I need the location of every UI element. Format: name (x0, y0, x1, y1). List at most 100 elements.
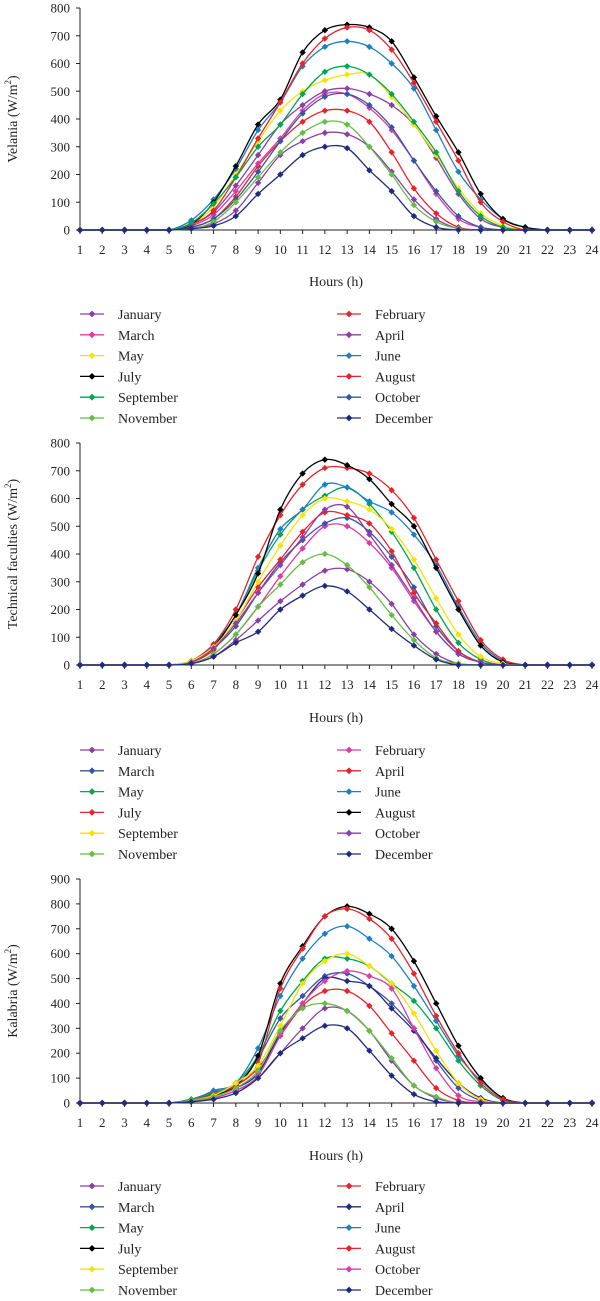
kalabria-chart-panel: 0 100 200 300 400 500 600 700 800 900 1 2 3 4 5 6 7 8 9 10 1… (0, 871, 600, 1301)
data-point-august (299, 470, 306, 477)
legend-item-september: September (80, 391, 178, 406)
data-point-february (343, 987, 351, 995)
legend-label: June (375, 350, 401, 365)
data-point-december (499, 661, 507, 669)
series-line-july (79, 465, 592, 666)
data-point-february (432, 210, 440, 217)
x-tick-label: 8 (233, 1115, 240, 1130)
data-point-september (477, 212, 484, 220)
legend-label: June (375, 786, 401, 801)
x-tick-label: 7 (210, 242, 217, 257)
data-point-september (410, 118, 418, 125)
x-tick-label: 8 (233, 677, 240, 692)
legend-item-september: September (80, 827, 178, 842)
legend-marker (345, 373, 353, 380)
data-point-june (343, 484, 351, 491)
series-line-november (79, 120, 592, 231)
series-line-november (79, 1002, 592, 1104)
series-line-january (79, 567, 592, 666)
legend-label: January (118, 1180, 162, 1195)
y-tick-label: 100 (51, 195, 71, 210)
legend-label: October (375, 391, 420, 406)
data-point-november (432, 218, 440, 225)
data-point-september (254, 578, 262, 585)
legend-marker (345, 414, 353, 422)
data-point-june (254, 564, 262, 572)
series-line-march (79, 516, 592, 666)
series-january (76, 1005, 596, 1107)
data-point-august (432, 118, 440, 125)
data-point-december (121, 1099, 128, 1107)
series-july (76, 903, 596, 1107)
data-point-october (455, 212, 462, 220)
legend-marker (345, 393, 353, 401)
y-tick-label: 400 (51, 112, 71, 127)
y-tick-label: 900 (51, 872, 71, 887)
legend-label: August (375, 1242, 416, 1257)
series-line-december (79, 585, 592, 666)
x-tick-label: 12 (318, 677, 331, 692)
series-line-march (79, 91, 592, 231)
series-june (76, 923, 596, 1107)
legend-label: December (375, 1284, 433, 1299)
data-point-august (277, 506, 284, 513)
data-point-june (388, 60, 395, 67)
data-point-october (410, 157, 418, 164)
data-point-october (299, 110, 306, 117)
y-tick-label: 600 (51, 946, 71, 961)
legend-marker (88, 373, 96, 380)
x-tick-label: 10 (274, 677, 287, 692)
x-tick-label: 3 (121, 1115, 128, 1130)
data-point-august (321, 456, 329, 463)
x-tick-label: 6 (188, 677, 195, 692)
legend-label: December (375, 848, 433, 863)
x-tick-label: 22 (541, 242, 554, 257)
data-point-december (76, 226, 84, 234)
legend-item-june: June (337, 786, 401, 801)
x-tick-label: 5 (166, 242, 173, 257)
data-point-august (210, 207, 217, 214)
legend-label: February (375, 744, 426, 759)
series-line-february (79, 108, 592, 231)
data-point-may (277, 107, 284, 114)
legend-item-july: July (80, 806, 141, 821)
data-point-april (432, 620, 440, 627)
data-point-september (388, 980, 395, 987)
x-tick-label: 7 (210, 677, 217, 692)
data-point-december (76, 1099, 84, 1107)
x-tick-label: 11 (296, 1115, 309, 1130)
data-point-july (299, 481, 306, 488)
x-tick-label: 5 (166, 677, 173, 692)
data-point-march (232, 187, 240, 195)
series-february (76, 107, 596, 234)
data-point-july (254, 553, 262, 560)
data-point-november (277, 149, 284, 156)
data-point-december (321, 1022, 329, 1030)
y-tick-label: 500 (51, 84, 71, 99)
x-tick-label: 23 (563, 242, 576, 257)
data-point-december (121, 226, 128, 234)
data-point-april (321, 88, 329, 95)
data-point-september (299, 90, 306, 98)
data-point-december (165, 226, 173, 234)
legend-marker (345, 1182, 353, 1190)
data-point-june (321, 481, 329, 488)
legend-label: March (118, 329, 155, 344)
data-point-july (410, 74, 418, 81)
y-tick-label: 200 (51, 1046, 71, 1061)
x-tick-label: 17 (430, 1115, 444, 1130)
series-april (76, 975, 596, 1107)
data-point-april (299, 101, 306, 109)
data-point-july (232, 606, 240, 613)
data-point-august (277, 985, 284, 992)
legend-marker (345, 850, 353, 858)
series-december (76, 143, 596, 234)
legend-marker (345, 809, 353, 816)
data-point-april (366, 982, 373, 990)
series-line-july (79, 905, 592, 1104)
data-point-december (321, 582, 329, 590)
data-point-august (410, 970, 418, 977)
x-tick-label: 2 (99, 242, 106, 257)
data-point-july (455, 1042, 462, 1049)
y-axis-title-paren: ) (6, 478, 21, 483)
